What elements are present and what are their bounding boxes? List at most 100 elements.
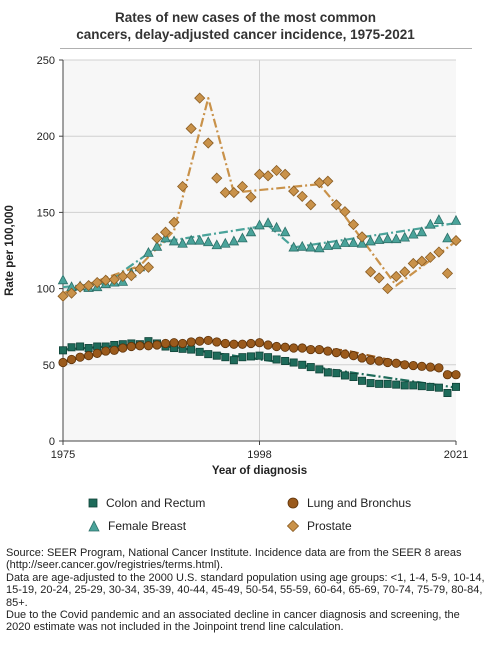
point-female-breast-2009 [348,237,359,247]
point-female-breast-2007 [331,239,342,250]
point-colon-rectum-2011 [366,379,375,388]
point-female-breast-2015 [399,231,411,242]
point-female-breast-2017 [416,226,428,237]
point-female-breast-2002 [288,241,299,252]
point-female-breast-2003 [296,240,308,251]
point-prostate-1994 [219,187,231,199]
point-prostate-2013 [382,283,394,295]
point-female-breast-1985 [143,246,154,257]
point-prostate-2004 [305,199,317,211]
point-colon-rectum-2012 [375,379,384,388]
point-prostate-1976 [65,287,78,299]
point-prostate-1989 [177,180,189,193]
point-female-breast-1996 [237,232,248,243]
point-female-breast-2018 [425,218,436,229]
legend-item-female-breast: Female Breast [88,519,186,533]
y-tick-label-100: 100 [37,284,55,296]
point-colon-rectum-2001 [281,356,290,365]
point-female-breast-1994 [220,237,231,248]
point-prostate-1996 [236,180,248,193]
data-markers [57,92,462,397]
series-lung-bronchus [58,335,461,380]
point-prostate-2016 [407,257,419,270]
point-female-breast-2008 [339,237,351,247]
point-prostate-1982 [117,270,129,282]
point-prostate-1997 [245,191,257,203]
point-lung-bronchus-1996 [237,339,248,349]
point-female-breast-1995 [228,235,240,246]
footer-source: Source: SEER Program, National Cancer In… [6,547,462,572]
point-lung-bronchus-1994 [220,338,230,349]
legend-diamond-marker-icon [287,520,299,532]
point-lung-bronchus-2019 [434,363,444,373]
point-prostate-2009 [347,219,360,231]
point-lung-bronchus-2017 [417,361,427,371]
point-lung-bronchus-1993 [212,337,222,347]
legend-label-colon-rectum: Colon and Rectum [106,496,206,510]
point-colon-rectum-1997 [246,352,255,361]
point-female-breast-2012 [373,233,385,244]
footer-note-covid: Due to the Covid pandemic and an associa… [6,609,460,634]
point-lung-bronchus-1990 [186,337,196,347]
point-lung-bronchus-2008 [340,349,350,359]
point-colon-rectum-2008 [340,371,349,380]
y-tick-label-150: 150 [37,207,55,219]
point-lung-bronchus-1980 [101,346,111,356]
point-lung-bronchus-2002 [289,343,299,353]
title-divider [60,48,472,49]
axis-labels: 0 50 100 150 200 250 1975 1998 2021 Year of diagn… [4,55,468,477]
point-lung-bronchus-2016 [408,360,418,371]
point-prostate-2010 [356,231,368,243]
point-prostate-1995 [228,187,240,199]
chart-title: Rates of new cases of the most common ca… [0,9,491,43]
legend-swatch-colon [88,498,98,508]
point-colon-rectum-2017 [417,382,426,391]
point-colon-rectum-1993 [212,351,221,360]
point-colon-rectum-2004 [306,363,315,372]
point-prostate-2012 [373,272,385,284]
point-female-breast-2006 [322,240,334,250]
y-tick-label-200: 200 [37,131,55,143]
point-lung-bronchus-1991 [195,336,205,346]
point-prostate-2011 [364,266,377,278]
point-female-breast-2010 [356,237,368,248]
point-lung-bronchus-1981 [109,345,119,355]
point-female-breast-1975 [57,274,69,285]
point-prostate-1988 [168,216,180,228]
point-female-breast-2005 [314,242,325,253]
point-lung-bronchus-2005 [314,344,324,355]
point-colon-rectum-2015 [400,381,409,390]
point-prostate-1990 [185,123,197,135]
point-prostate-1998 [253,168,266,180]
point-lung-bronchus-2009 [348,351,359,361]
point-female-breast-1997 [245,226,257,237]
point-prostate-2003 [296,190,308,202]
point-colon-rectum-1977 [76,342,85,351]
point-colon-rectum-1999 [264,353,273,362]
legend-item-colon-rectum: Colon and Rectum [88,496,205,510]
point-female-breast-2016 [408,228,419,239]
point-prostate-1991 [194,92,206,104]
point-prostate-2017 [416,255,428,267]
point-female-breast-2013 [382,233,393,244]
point-lung-bronchus-2014 [391,358,401,368]
point-prostate-2020 [441,267,454,279]
point-lung-bronchus-1999 [263,340,273,350]
legend-label-prostate: Prostate [307,519,352,533]
series-prostate [57,92,462,302]
point-lung-bronchus-1989 [178,338,188,349]
point-lung-bronchus-1983 [126,341,136,352]
y-tick-label-50: 50 [43,360,55,372]
point-colon-rectum-2014 [392,380,401,389]
point-prostate-2018 [424,251,436,263]
legend-circle-marker-icon [287,497,299,509]
point-colon-rectum-2021 [451,382,460,391]
chart-plot: 0 50 100 150 200 250 1975 1998 2021 Year of diagn… [4,55,468,477]
chart-title-line-1: Rates of new cases of the most common [114,10,377,25]
point-lung-bronchus-2004 [306,344,316,355]
point-lung-bronchus-2006 [323,346,333,356]
point-female-breast-2014 [390,233,402,244]
point-colon-rectum-1976 [67,343,76,352]
point-colon-rectum-1996 [238,353,247,362]
x-tick-label-1998: 1998 [247,449,271,461]
